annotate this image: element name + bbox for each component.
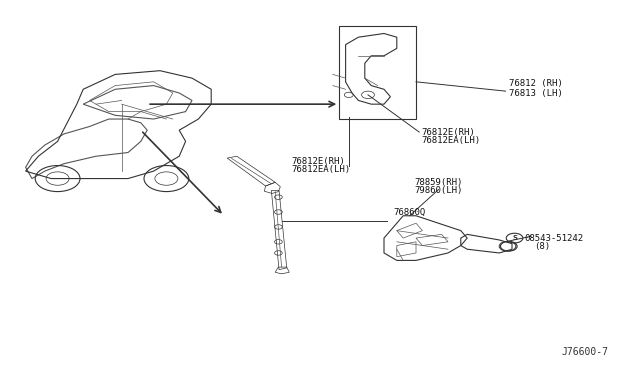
Text: 76812EA(LH): 76812EA(LH): [291, 165, 350, 174]
Text: J76600-7: J76600-7: [561, 347, 608, 357]
Text: 76813 (LH): 76813 (LH): [509, 89, 563, 97]
Text: (8): (8): [534, 242, 550, 251]
Text: 78859(RH): 78859(RH): [415, 178, 463, 187]
Text: 76812E(RH): 76812E(RH): [291, 157, 345, 166]
Text: 79860(LH): 79860(LH): [415, 186, 463, 195]
Text: 76860Q: 76860Q: [394, 208, 426, 217]
Bar: [339, 26, 416, 119]
Text: 76812 (RH): 76812 (RH): [509, 79, 563, 88]
Text: 08543-51242: 08543-51242: [525, 234, 584, 243]
Text: 76812E(RH): 76812E(RH): [421, 128, 475, 137]
Text: S: S: [512, 235, 517, 241]
Text: 76812EA(LH): 76812EA(LH): [421, 136, 480, 145]
